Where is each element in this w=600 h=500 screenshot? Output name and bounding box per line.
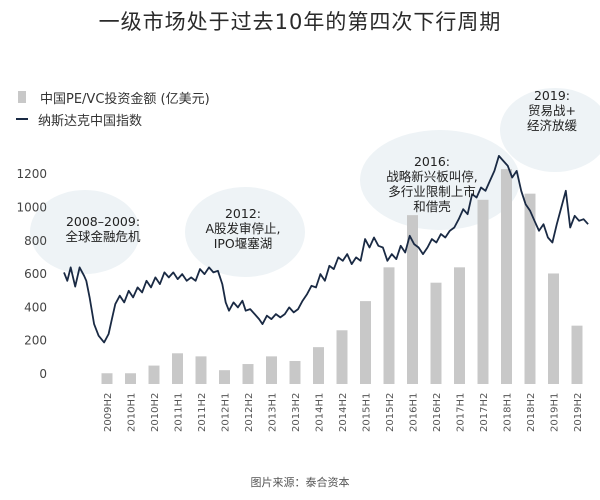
bar — [101, 373, 113, 384]
x-tick-label: 2019H1 — [550, 393, 561, 432]
bar — [383, 267, 395, 384]
x-tick-label: 2014H1 — [315, 393, 326, 432]
y-tick-label: 600 — [24, 267, 47, 281]
annotation-text: 2008–2009: — [66, 214, 140, 229]
bar — [524, 193, 536, 384]
annotation-halo-0 — [30, 190, 140, 274]
legend-label-line: 纳斯达克中国指数 — [38, 113, 143, 129]
x-tick-label: 2010H2 — [150, 393, 161, 432]
bar — [336, 330, 348, 384]
x-tick-label: 2019H2 — [573, 393, 584, 432]
annotation-text: 和借壳 — [413, 199, 451, 214]
image-source: 图片来源：泰合资本 — [250, 476, 350, 489]
x-tick-label: 2013H2 — [291, 393, 302, 432]
annotation-text: 2016: — [414, 154, 450, 169]
x-tick-label: 2018H1 — [503, 393, 514, 432]
bar — [125, 373, 136, 384]
x-tick-label: 2009H2 — [103, 393, 114, 432]
x-tick-label: 2013H1 — [268, 393, 279, 432]
y-tick-label: 1000 — [16, 201, 47, 215]
x-tick-label: 2017H2 — [479, 393, 490, 432]
bar — [360, 301, 371, 384]
bar — [313, 347, 324, 384]
bar — [477, 199, 489, 384]
annotation-text: 多行业限制上市 — [388, 184, 476, 199]
annotation-text: 贸易战+ — [528, 103, 576, 118]
bar — [242, 364, 254, 384]
y-tick-label: 1200 — [16, 167, 47, 181]
annotation-text: 全球金融危机 — [65, 229, 141, 244]
chart-title: 一级市场处于过去10年的第四次下行周期 — [98, 10, 502, 34]
annotation-text: 战略新兴板叫停, — [386, 169, 477, 184]
index-line — [63, 155, 589, 344]
bar — [266, 356, 277, 384]
bar — [148, 365, 160, 384]
annotation-halo-3 — [500, 88, 600, 172]
x-tick-label: 2012H1 — [221, 393, 232, 432]
x-tick-label: 2016H2 — [432, 393, 443, 432]
x-tick-label: 2010H1 — [127, 393, 138, 432]
x-tick-label: 2011H2 — [197, 393, 208, 432]
bar — [501, 169, 512, 384]
annotation-halo-1 — [185, 187, 305, 277]
y-tick-label: 0 — [39, 367, 47, 381]
bar — [407, 215, 418, 384]
bar — [289, 360, 301, 384]
legend-item-line: 纳斯达克中国指数 — [16, 108, 210, 130]
annotation-text: A股发审停止, — [205, 221, 280, 236]
bar — [219, 370, 230, 384]
x-tick-label: 2011H1 — [174, 393, 185, 432]
bar — [172, 353, 183, 384]
x-tick-label: 2016H1 — [409, 393, 420, 432]
bar — [430, 282, 442, 384]
annotation-text: 2012: — [225, 206, 261, 221]
legend-line-swatch — [16, 118, 28, 120]
legend: 中国PE/VC投资金额 (亿美元) 纳斯达克中国指数 — [16, 86, 210, 130]
x-tick-label: 2017H1 — [456, 393, 467, 432]
x-tick-label: 2014H2 — [338, 393, 349, 432]
bar — [571, 325, 583, 384]
x-tick-label: 2015H2 — [385, 393, 396, 432]
annotation-text: IPO堰塞湖 — [214, 236, 273, 251]
bar — [195, 356, 207, 384]
legend-label-bars: 中国PE/VC投资金额 (亿美元) — [40, 91, 210, 107]
legend-bar-swatch — [18, 91, 26, 103]
y-tick-label: 400 — [24, 300, 47, 314]
x-tick-label: 2015H1 — [362, 393, 373, 432]
y-tick-label: 200 — [24, 334, 47, 348]
bar — [548, 273, 559, 384]
bar — [454, 267, 465, 384]
x-tick-label: 2018H2 — [526, 393, 537, 432]
x-tick-label: 2012H2 — [244, 393, 255, 432]
annotation-text: 2019: — [534, 88, 570, 103]
legend-item-bars: 中国PE/VC投资金额 (亿美元) — [16, 86, 210, 108]
y-tick-label: 800 — [24, 234, 47, 248]
annotation-text: 经济放缓 — [527, 118, 578, 133]
